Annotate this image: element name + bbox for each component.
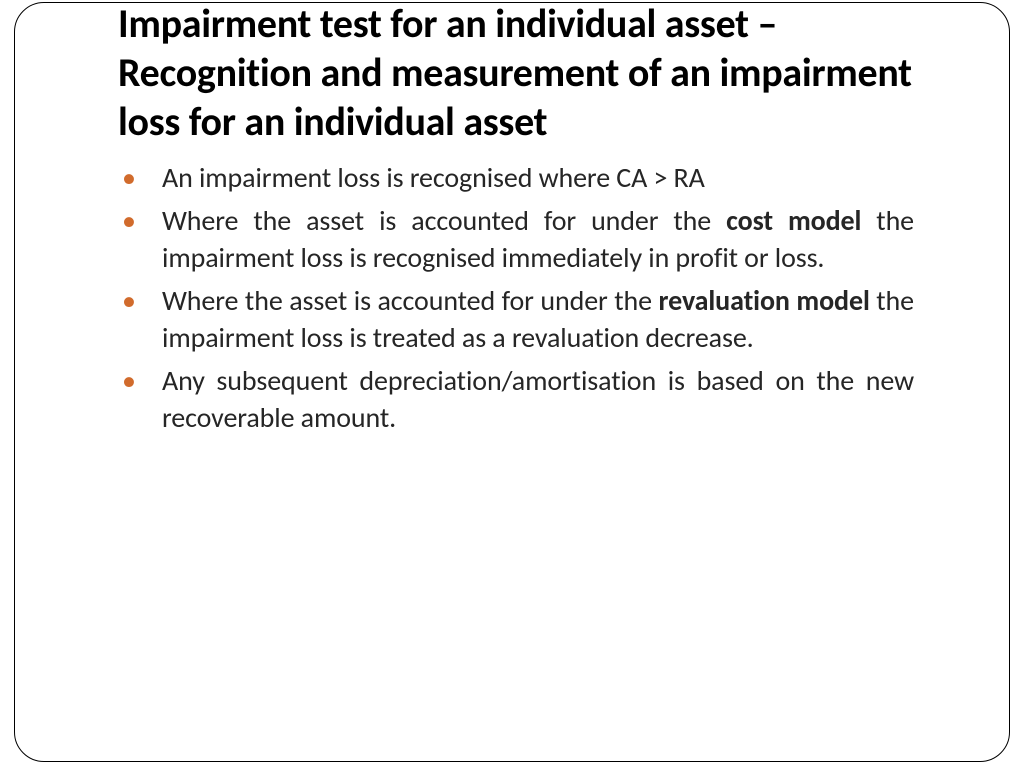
bullet-text-pre: Where the asset is accounted for under t… (162, 203, 726, 238)
slide-content: Impairment test for an individual asset … (0, 0, 1024, 443)
list-item: Where the asset is accounted for under t… (118, 203, 914, 277)
bullet-list: An impairment loss is recognised where C… (0, 146, 1024, 437)
bullet-text-pre: An impairment loss is recognised where C… (162, 160, 705, 195)
bullet-text-pre: Where the asset is accounted for under t… (162, 283, 659, 318)
bullet-text-bold: revaluation model (659, 283, 870, 318)
bullet-text-bold: cost model (726, 203, 861, 238)
list-item: Where the asset is accounted for under t… (118, 283, 914, 357)
list-item: Any subsequent depreciation/amortisation… (118, 363, 914, 437)
slide-title: Impairment test for an individual asset … (0, 0, 1024, 146)
bullet-text-pre: Any subsequent depreciation/amortisation… (162, 363, 914, 435)
list-item: An impairment loss is recognised where C… (118, 160, 914, 197)
